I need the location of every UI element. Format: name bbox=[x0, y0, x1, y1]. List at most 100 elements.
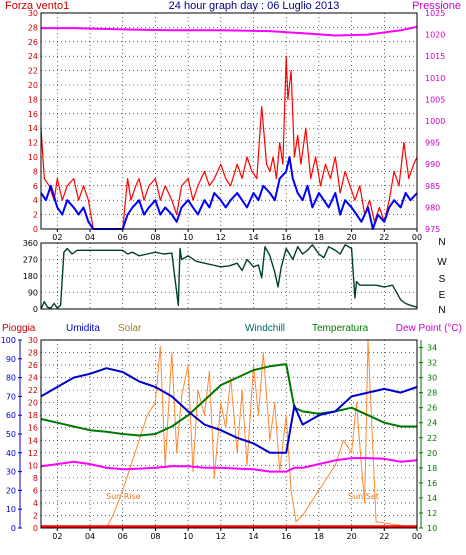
climate-panel-series bbox=[40, 339, 418, 529]
humidity-ytick-10: 10 bbox=[6, 505, 16, 514]
inner-ytick-14: 14 bbox=[28, 436, 38, 445]
compass-label-2: S bbox=[439, 274, 446, 285]
pressure-axis-title: Pressione bbox=[412, 0, 461, 12]
direction-line bbox=[40, 244, 418, 310]
wind-xtick-label-06: 06 bbox=[118, 233, 128, 242]
direction-ytick-270: 270 bbox=[23, 256, 38, 265]
climate-xtick-label-22: 22 bbox=[379, 532, 389, 541]
pressure-ytick-1015: 1015 bbox=[425, 52, 445, 61]
climate-xtick-label-16: 16 bbox=[281, 532, 291, 541]
temperature-title: Temperatura bbox=[312, 323, 369, 334]
pressure-ytick-1010: 1010 bbox=[425, 74, 445, 83]
wind-ytick-20: 20 bbox=[28, 81, 38, 90]
humidity-ytick-40: 40 bbox=[6, 449, 16, 458]
wind-xtick-label-10: 10 bbox=[183, 233, 193, 242]
temperature-line bbox=[40, 363, 417, 437]
direction-ytick-90: 90 bbox=[28, 289, 38, 298]
wind-ytick-28: 28 bbox=[28, 23, 38, 32]
inner-ytick-20: 20 bbox=[28, 399, 38, 408]
wind-ytick-22: 22 bbox=[28, 67, 38, 76]
climate-xtick-label-18: 18 bbox=[314, 532, 324, 541]
wind-xtick-label-04: 04 bbox=[85, 233, 95, 242]
humidity-ytick-100: 100 bbox=[1, 336, 16, 345]
wind-ytick-26: 26 bbox=[28, 38, 38, 47]
climate-xtick-label-00: 00 bbox=[412, 532, 422, 541]
humidity-ytick-90: 90 bbox=[6, 355, 16, 364]
climate-xtick-label-02: 02 bbox=[52, 532, 62, 541]
pressure-ytick-1005: 1005 bbox=[425, 95, 445, 104]
climate-xtick-label-14: 14 bbox=[248, 532, 258, 541]
wind-panel-ticks: 0246810121416182022242628309759809859909… bbox=[28, 9, 446, 242]
compass-label-1: W bbox=[437, 257, 447, 268]
inner-ytick-6: 6 bbox=[33, 486, 38, 495]
temperature-ytick-28: 28 bbox=[427, 389, 437, 398]
wind-panel-frame bbox=[40, 12, 418, 230]
inner-ytick-18: 18 bbox=[28, 411, 38, 420]
humidity-ytick-0: 0 bbox=[11, 524, 16, 533]
climate-panel-frame bbox=[40, 339, 418, 529]
climate-xtick-label-08: 08 bbox=[150, 532, 160, 541]
pressure-ytick-990: 990 bbox=[425, 160, 440, 169]
inner-ytick-4: 4 bbox=[33, 499, 38, 508]
solar-line bbox=[41, 339, 418, 529]
inner-ytick-30: 30 bbox=[28, 336, 38, 345]
temperature-ytick-16: 16 bbox=[427, 479, 437, 488]
windchill-title: Windchill bbox=[245, 323, 285, 334]
inner-ytick-26: 26 bbox=[28, 361, 38, 370]
wind-xtick-label-16: 16 bbox=[281, 233, 291, 242]
temperature-ytick-34: 34 bbox=[427, 344, 437, 353]
pressure-ytick-1025: 1025 bbox=[425, 9, 445, 18]
climate-xtick-label-10: 10 bbox=[183, 532, 193, 541]
inner-ytick-28: 28 bbox=[28, 349, 38, 358]
dewpoint-title: Dew Point (°C) bbox=[396, 323, 462, 334]
humidity-ytick-30: 30 bbox=[6, 468, 16, 477]
wind-axis-title: Forza vento1 bbox=[5, 0, 69, 12]
sun-set-label: Sun Set bbox=[348, 492, 379, 501]
climate-panel-grid bbox=[41, 340, 418, 528]
wind-ytick-16: 16 bbox=[28, 110, 38, 119]
inner-ytick-16: 16 bbox=[28, 424, 38, 433]
wind-ytick-6: 6 bbox=[33, 182, 38, 191]
sun-rise-label: Sun Rise bbox=[106, 492, 141, 501]
humidity-ytick-80: 80 bbox=[6, 374, 16, 383]
climate-xtick-label-06: 06 bbox=[118, 532, 128, 541]
wind-xtick-label-12: 12 bbox=[216, 233, 226, 242]
wind-panel-grid bbox=[41, 13, 418, 229]
wind-xtick-label-02: 02 bbox=[52, 233, 62, 242]
compass-label-3: E bbox=[439, 290, 446, 301]
inner-ytick-24: 24 bbox=[28, 374, 38, 383]
direction-panel-frame bbox=[40, 242, 418, 310]
wind-ytick-24: 24 bbox=[28, 52, 38, 61]
wind-ytick-10: 10 bbox=[28, 153, 38, 162]
wind-xtick-label-18: 18 bbox=[314, 233, 324, 242]
direction-panel-ticks: 0 90 180 270 360 bbox=[23, 239, 38, 314]
solar-title: Solar bbox=[118, 323, 142, 334]
wind-xtick-label-14: 14 bbox=[248, 233, 258, 242]
wind-xtick-label-08: 08 bbox=[150, 233, 160, 242]
pressure-ytick-975: 975 bbox=[425, 225, 440, 234]
chart-title: 24 hour graph day : 06 Luglio 2013 bbox=[169, 0, 340, 12]
humidity-ytick-70: 70 bbox=[6, 392, 16, 401]
pressure-ytick-980: 980 bbox=[425, 203, 440, 212]
pressure-ytick-985: 985 bbox=[425, 182, 440, 191]
wind-ytick-2: 2 bbox=[33, 211, 38, 220]
direction-ytick-0: 0 bbox=[33, 305, 38, 314]
pressure-ytick-1020: 1020 bbox=[425, 31, 445, 40]
inner-ytick-22: 22 bbox=[28, 386, 38, 395]
rain-title: Pioggia bbox=[2, 323, 36, 334]
temperature-ytick-22: 22 bbox=[427, 434, 437, 443]
inner-ytick-10: 10 bbox=[28, 461, 38, 470]
wind-xtick-label-00: 00 bbox=[412, 233, 422, 242]
temperature-ytick-20: 20 bbox=[427, 449, 437, 458]
temperature-ytick-24: 24 bbox=[427, 419, 437, 428]
climate-xtick-label-20: 20 bbox=[347, 532, 357, 541]
wind-ytick-30: 30 bbox=[28, 9, 38, 18]
temperature-ytick-14: 14 bbox=[427, 494, 437, 503]
temperature-ytick-18: 18 bbox=[427, 464, 437, 473]
inner-ytick-0: 0 bbox=[33, 524, 38, 533]
temperature-ytick-26: 26 bbox=[427, 404, 437, 413]
inner-ytick-12: 12 bbox=[28, 449, 38, 458]
